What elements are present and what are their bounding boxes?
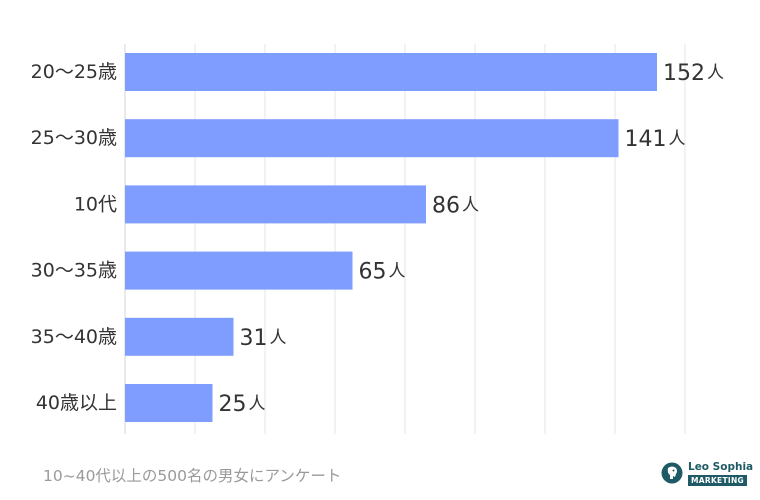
bar [125, 53, 657, 91]
chart-footnote: 10~40代以上の500名の男女にアンケート [43, 467, 342, 485]
bar [125, 384, 213, 422]
data-label: 152 人 [663, 61, 724, 86]
bar [125, 251, 353, 290]
category-label: 30〜35歳 [31, 260, 117, 282]
category-label: 35〜40歳 [31, 326, 117, 348]
bar [125, 185, 426, 224]
bar [125, 317, 234, 356]
data-label: 25 人 [219, 392, 266, 417]
category-label: 25〜30歳 [31, 127, 117, 149]
gridlines [124, 44, 686, 434]
brand-name: Leo Sophia [688, 461, 754, 473]
data-label: 31 人 [240, 325, 287, 350]
data-label: 65 人 [359, 259, 406, 284]
value-labels: 152 人 141 人 86 人 65 人 31 人 25 人 [219, 61, 725, 417]
category-label: 10代 [74, 193, 117, 215]
category-label: 40歳以上 [36, 392, 117, 414]
category-label: 20〜25歳 [31, 61, 117, 83]
bars [125, 53, 657, 422]
category-labels: 20〜25歳 25〜30歳 10代 30〜35歳 35〜40歳 40歳以上 [31, 61, 117, 414]
data-label: 141 人 [625, 127, 686, 152]
lion-head-icon [661, 462, 683, 484]
brand-tagline: MARKETING [688, 475, 748, 486]
data-label: 86 人 [432, 193, 479, 218]
bar [125, 119, 619, 158]
brand-logo: Leo Sophia MARKETING [661, 461, 753, 487]
